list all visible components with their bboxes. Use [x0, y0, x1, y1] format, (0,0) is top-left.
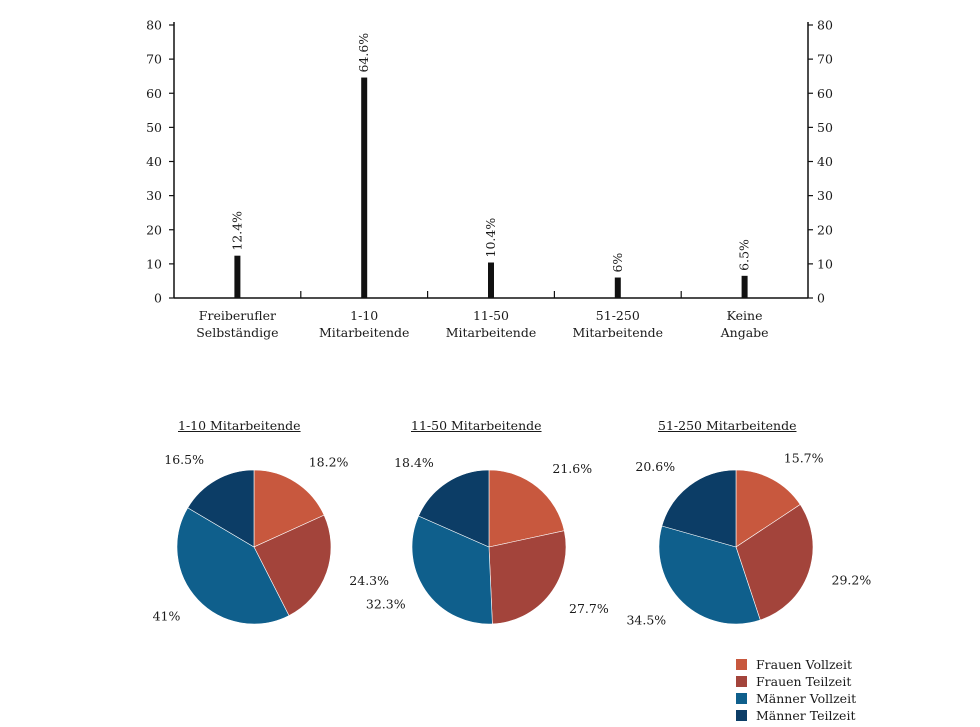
x-tick-label: Selbständige	[196, 325, 278, 340]
y-tick-label-left: 20	[146, 222, 162, 237]
pie-slice-label: 24.3%	[349, 573, 389, 588]
pie-slice-label: 18.2%	[309, 455, 349, 470]
pie-slice	[418, 469, 490, 548]
pie-slice-label: 34.5%	[626, 613, 666, 628]
bar-chart-bars	[234, 77, 748, 299]
pie-slice	[488, 469, 565, 548]
bar	[361, 77, 368, 299]
legend: Frauen Vollzeit Frauen Teilzeit Männer V…	[736, 656, 856, 724]
bar	[488, 262, 494, 298]
y-tick-label-right: 0	[817, 291, 825, 306]
y-tick-label-right: 30	[817, 188, 833, 203]
legend-label: Frauen Vollzeit	[756, 657, 852, 672]
legend-swatch	[736, 676, 747, 687]
y-tick-label-right: 40	[817, 154, 833, 169]
y-tick-label-left: 40	[146, 154, 162, 169]
pie-slice	[658, 525, 761, 625]
pie-slice	[735, 469, 801, 548]
y-tick-label-right: 10	[817, 256, 833, 271]
x-tick-label: Mitarbeitende	[319, 325, 410, 340]
pie-slice	[253, 514, 332, 617]
pie-slice-label: 20.6%	[635, 459, 675, 474]
pie-slice	[735, 504, 814, 621]
x-tick-label: Freiberufler	[199, 308, 276, 323]
pie-slice-label: 32.3%	[366, 597, 406, 612]
bar-value-label: 12.4%	[229, 211, 244, 251]
x-tick-label: Mitarbeitende	[446, 325, 537, 340]
x-tick-label: Angabe	[720, 325, 769, 340]
pie-chart: 18.2% 24.3% 41% 16.5%	[153, 452, 389, 625]
legend-label: Männer Vollzeit	[756, 691, 857, 706]
x-tick-label: Keine	[727, 308, 763, 323]
y-tick-label-right: 80	[817, 18, 833, 33]
legend-label: Männer Teilzeit	[756, 708, 856, 723]
pie-slice	[187, 469, 255, 548]
y-tick-label-left: 10	[146, 256, 162, 271]
pie-slice-label: 21.6%	[552, 461, 592, 476]
x-tick-label: 1-10	[350, 308, 378, 323]
y-tick-label-left: 60	[146, 86, 162, 101]
pie-title-51-250: 51-250 Mitarbeitende	[658, 418, 797, 433]
bar-value-label: 6%	[610, 253, 625, 273]
pie-slice-label: 27.7%	[569, 601, 609, 616]
bar	[614, 277, 621, 298]
y-tick-label-left: 50	[146, 120, 162, 135]
legend-item-maenner-teilzeit: Männer Teilzeit	[736, 707, 856, 724]
bar	[741, 275, 748, 298]
pie-title-11-50: 11-50 Mitarbeitende	[411, 418, 542, 433]
y-tick-label-left: 30	[146, 188, 162, 203]
legend-item-frauen-vollzeit: Frauen Vollzeit	[736, 656, 856, 673]
legend-swatch	[736, 659, 747, 670]
legend-item-frauen-teilzeit: Frauen Teilzeit	[736, 673, 856, 690]
pie-slice-label: 41%	[153, 609, 181, 624]
y-tick-label-right: 60	[817, 86, 833, 101]
x-tick-label: Mitarbeitende	[573, 325, 664, 340]
pie-slice-label: 16.5%	[164, 452, 204, 467]
bar-value-label: 64.6%	[356, 33, 371, 73]
y-tick-label-right: 20	[817, 222, 833, 237]
legend-item-maenner-vollzeit: Männer Vollzeit	[736, 690, 856, 707]
legend-swatch	[736, 710, 747, 721]
y-tick-label-left: 70	[146, 52, 162, 67]
y-tick-label-left: 80	[146, 18, 162, 33]
bar-value-label: 10.4%	[483, 218, 498, 258]
bar-chart: 0 0 10 10 20 20 30 30 40 40 50 50 60 60 70 70 80 80 12.4% F…	[146, 18, 833, 341]
bar-value-label: 6.5%	[737, 239, 752, 271]
x-tick-label: 11-50	[473, 308, 509, 323]
pie-title-1-10: 1-10 Mitarbeitende	[178, 418, 301, 433]
pie-slice	[176, 507, 290, 625]
pie-chart: 21.6% 27.7% 32.3% 18.4%	[366, 455, 609, 625]
x-tick-label: 51-250	[596, 308, 640, 323]
pie-slice	[488, 530, 567, 625]
legend-label: Frauen Teilzeit	[756, 674, 852, 689]
bar	[234, 255, 241, 298]
legend-swatch	[736, 693, 747, 704]
y-tick-label-right: 70	[817, 52, 833, 67]
pie-slice	[661, 469, 737, 548]
y-tick-label-left: 0	[154, 291, 162, 306]
bar-chart-labels: 0 0 10 10 20 20 30 30 40 40 50 50 60 60 70 70 80 80 12.4% F…	[146, 18, 833, 341]
pie-slice-label: 18.4%	[394, 455, 434, 470]
pie-slice	[411, 515, 493, 625]
y-tick-label-right: 50	[817, 120, 833, 135]
pie-slice-label: 15.7%	[784, 451, 824, 466]
pie-slice	[253, 469, 325, 548]
pie-chart: 15.7% 29.2% 34.5% 20.6%	[626, 451, 871, 628]
pie-slice-label: 29.2%	[832, 573, 872, 588]
